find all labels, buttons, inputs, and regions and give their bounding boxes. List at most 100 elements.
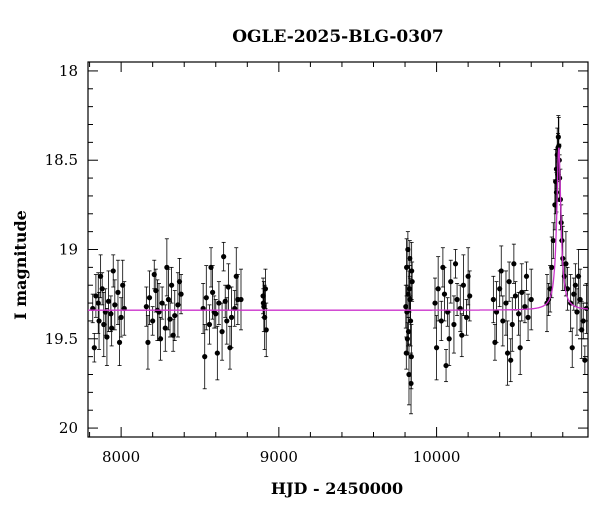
point-marker bbox=[407, 255, 413, 262]
point-marker bbox=[105, 298, 112, 304]
y-axis-label: I magnitude bbox=[11, 210, 30, 320]
point-marker bbox=[150, 318, 156, 324]
data-point bbox=[406, 265, 413, 313]
point-marker bbox=[433, 345, 440, 351]
point-marker bbox=[515, 311, 522, 317]
point-marker bbox=[176, 279, 183, 285]
data-point bbox=[108, 295, 114, 333]
data-point bbox=[508, 338, 514, 383]
point-marker bbox=[409, 279, 415, 285]
point-marker bbox=[403, 350, 409, 356]
data-point bbox=[440, 247, 446, 288]
data-point bbox=[433, 315, 440, 381]
y-tick-label: 20 bbox=[59, 419, 78, 437]
x-axis-label: HJD - 2450000 bbox=[271, 479, 403, 498]
data-point bbox=[575, 249, 582, 304]
point-marker bbox=[512, 293, 519, 299]
data-point bbox=[500, 295, 506, 347]
data-point bbox=[441, 266, 448, 322]
data-point bbox=[206, 304, 213, 345]
data-point bbox=[221, 241, 227, 272]
point-marker bbox=[574, 309, 580, 315]
point-marker bbox=[227, 345, 233, 351]
data-point bbox=[432, 277, 438, 329]
x-tick-label: 8000 bbox=[102, 448, 140, 466]
data-point bbox=[150, 306, 156, 336]
y-tick-label: 18.5 bbox=[45, 151, 78, 169]
data-point bbox=[509, 297, 515, 352]
point-marker bbox=[523, 273, 530, 279]
plot-frame bbox=[87, 61, 589, 438]
point-marker bbox=[165, 296, 172, 303]
data-point bbox=[563, 231, 569, 297]
data-point bbox=[170, 318, 176, 352]
point-marker bbox=[498, 268, 504, 274]
point-marker bbox=[96, 318, 102, 324]
point-marker bbox=[110, 268, 116, 274]
point-marker bbox=[146, 295, 153, 301]
data-point bbox=[408, 352, 414, 415]
data-point bbox=[438, 300, 444, 341]
data-point bbox=[492, 324, 498, 361]
point-marker bbox=[448, 279, 454, 285]
data-point bbox=[451, 295, 457, 354]
point-marker bbox=[101, 321, 107, 328]
data-point bbox=[260, 288, 266, 318]
data-point bbox=[465, 247, 471, 306]
chart-title: OGLE-2025-BLG-0307 bbox=[232, 27, 444, 47]
point-marker bbox=[116, 339, 123, 345]
data-point bbox=[208, 247, 214, 288]
point-marker bbox=[403, 304, 409, 310]
data-point bbox=[224, 297, 230, 345]
data-point bbox=[112, 279, 118, 331]
data-point bbox=[120, 259, 126, 311]
data-points bbox=[90, 115, 590, 415]
point-marker bbox=[519, 289, 525, 295]
point-marker bbox=[98, 273, 104, 279]
point-marker bbox=[151, 271, 157, 278]
point-marker bbox=[108, 311, 114, 317]
point-marker bbox=[118, 314, 124, 320]
point-marker bbox=[216, 300, 222, 306]
data-point bbox=[145, 315, 151, 370]
point-marker bbox=[162, 325, 168, 331]
point-marker bbox=[206, 321, 213, 328]
y-tick-label: 19.5 bbox=[45, 330, 78, 348]
data-point bbox=[238, 268, 244, 331]
point-marker bbox=[490, 296, 496, 303]
data-point bbox=[512, 281, 519, 311]
point-marker bbox=[167, 316, 173, 322]
point-marker bbox=[511, 261, 517, 267]
data-point bbox=[435, 256, 441, 322]
point-marker bbox=[91, 345, 97, 351]
point-marker bbox=[93, 293, 99, 299]
data-point bbox=[525, 293, 531, 341]
data-point bbox=[172, 290, 178, 341]
data-point bbox=[219, 302, 225, 361]
model-curve-layer bbox=[88, 147, 588, 311]
point-marker bbox=[260, 300, 266, 306]
data-point bbox=[517, 320, 523, 375]
point-marker bbox=[170, 332, 176, 338]
point-marker bbox=[575, 273, 582, 279]
point-marker bbox=[454, 296, 460, 303]
point-marker bbox=[210, 289, 216, 295]
data-point bbox=[116, 318, 123, 366]
data-point bbox=[90, 293, 96, 324]
point-marker bbox=[233, 273, 239, 279]
point-marker bbox=[528, 296, 534, 303]
axes: 8000 9000 10000 18 18.5 19 19.5 20 bbox=[45, 61, 589, 466]
data-point bbox=[157, 316, 164, 361]
point-marker bbox=[203, 295, 209, 301]
point-marker bbox=[145, 339, 151, 345]
data-point bbox=[403, 336, 409, 370]
data-point bbox=[549, 236, 555, 299]
point-marker bbox=[406, 286, 413, 292]
point-marker bbox=[440, 264, 446, 270]
point-marker bbox=[463, 314, 470, 320]
data-point bbox=[216, 281, 222, 325]
point-marker bbox=[556, 143, 562, 149]
point-marker bbox=[572, 282, 578, 288]
point-marker bbox=[164, 264, 170, 270]
point-marker bbox=[143, 304, 149, 310]
